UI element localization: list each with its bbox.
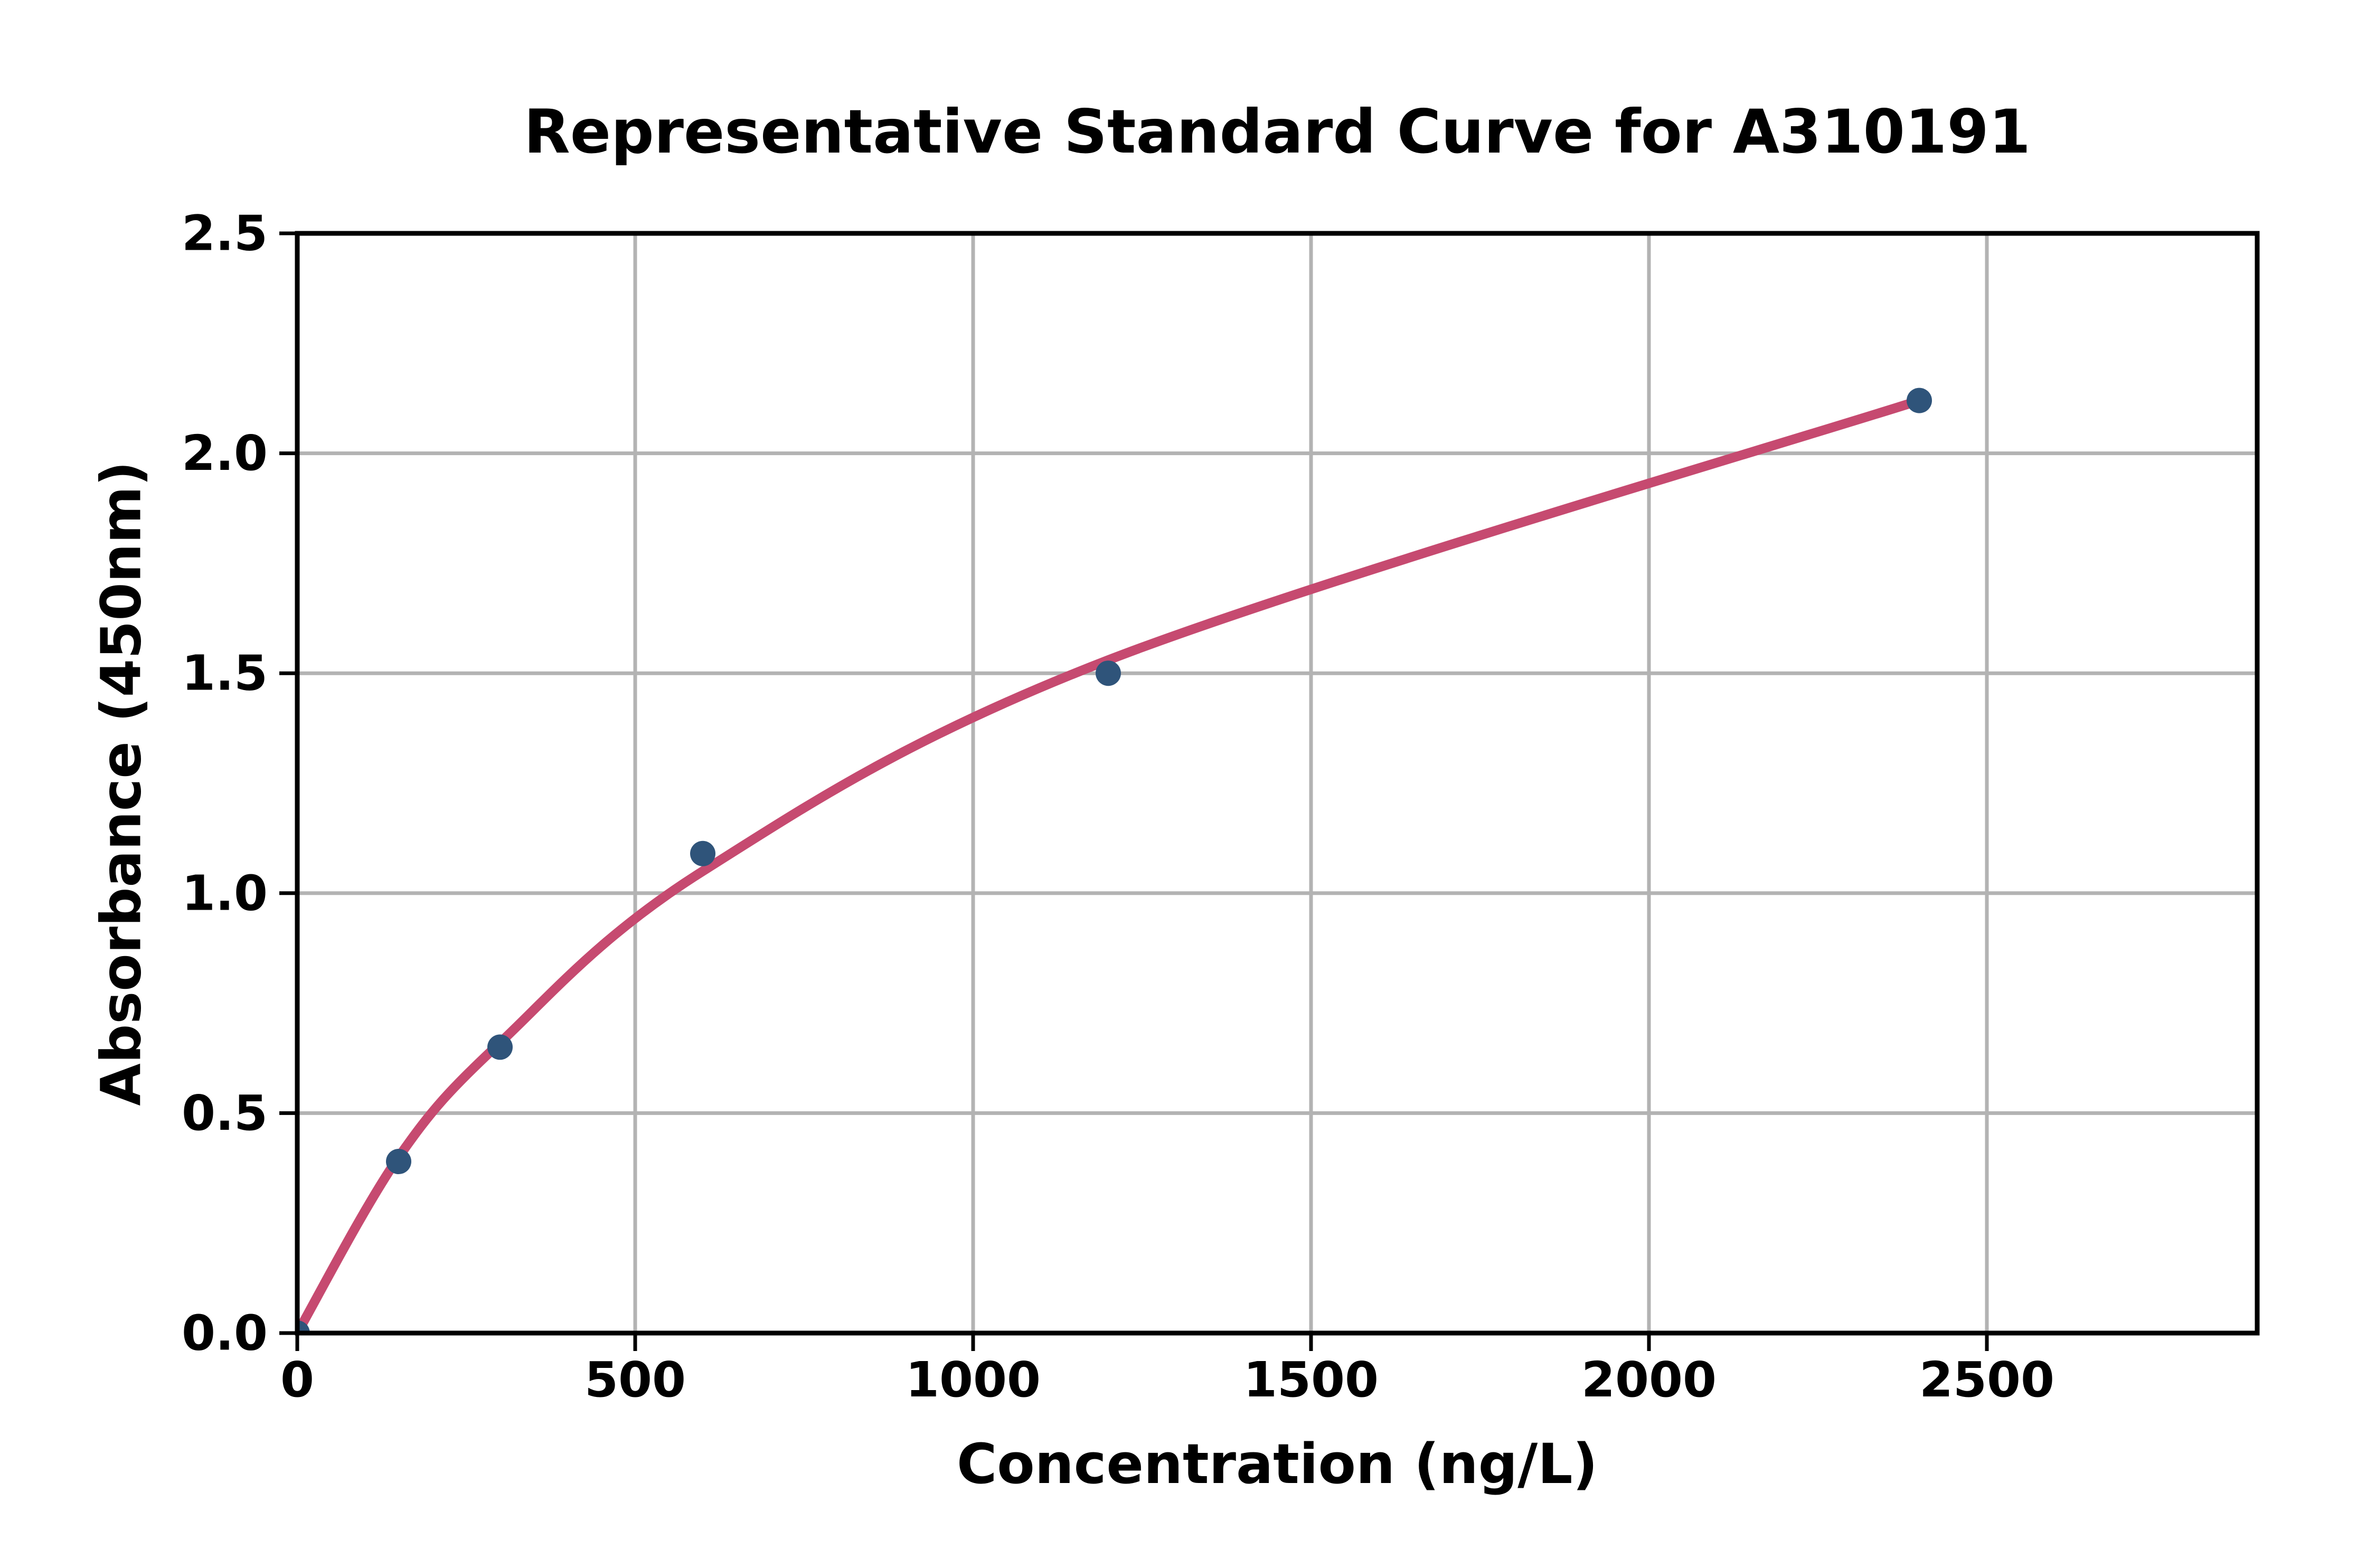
data-point [487,1034,513,1060]
x-tick-label: 0 [280,1352,314,1408]
x-tick-label: 1000 [906,1352,1041,1408]
y-tick-label: 1.5 [182,645,268,702]
x-tick-label: 500 [584,1352,686,1408]
y-tick-label: 1.0 [182,865,268,921]
x-tick-label: 2000 [1581,1352,1717,1408]
x-axis-label: Concentration (ng/L) [956,1432,1598,1496]
data-point [690,840,715,866]
fitted-curve [297,395,1924,1333]
data-point [1096,660,1121,686]
data-point [1907,388,1932,413]
axes-box [295,231,2260,1336]
data-point [386,1149,411,1175]
chart-title: Representative Standard Curve for A31019… [524,97,2031,167]
y-tick-label: 0.0 [182,1305,268,1362]
x-tick-label: 2500 [1919,1352,2054,1408]
y-tick-label: 2.5 [182,205,268,262]
x-tick-label: 1500 [1243,1352,1379,1408]
data-point [297,1320,310,1333]
y-tick-label: 0.5 [182,1085,268,1141]
y-tick-label: 2.0 [182,425,268,481]
